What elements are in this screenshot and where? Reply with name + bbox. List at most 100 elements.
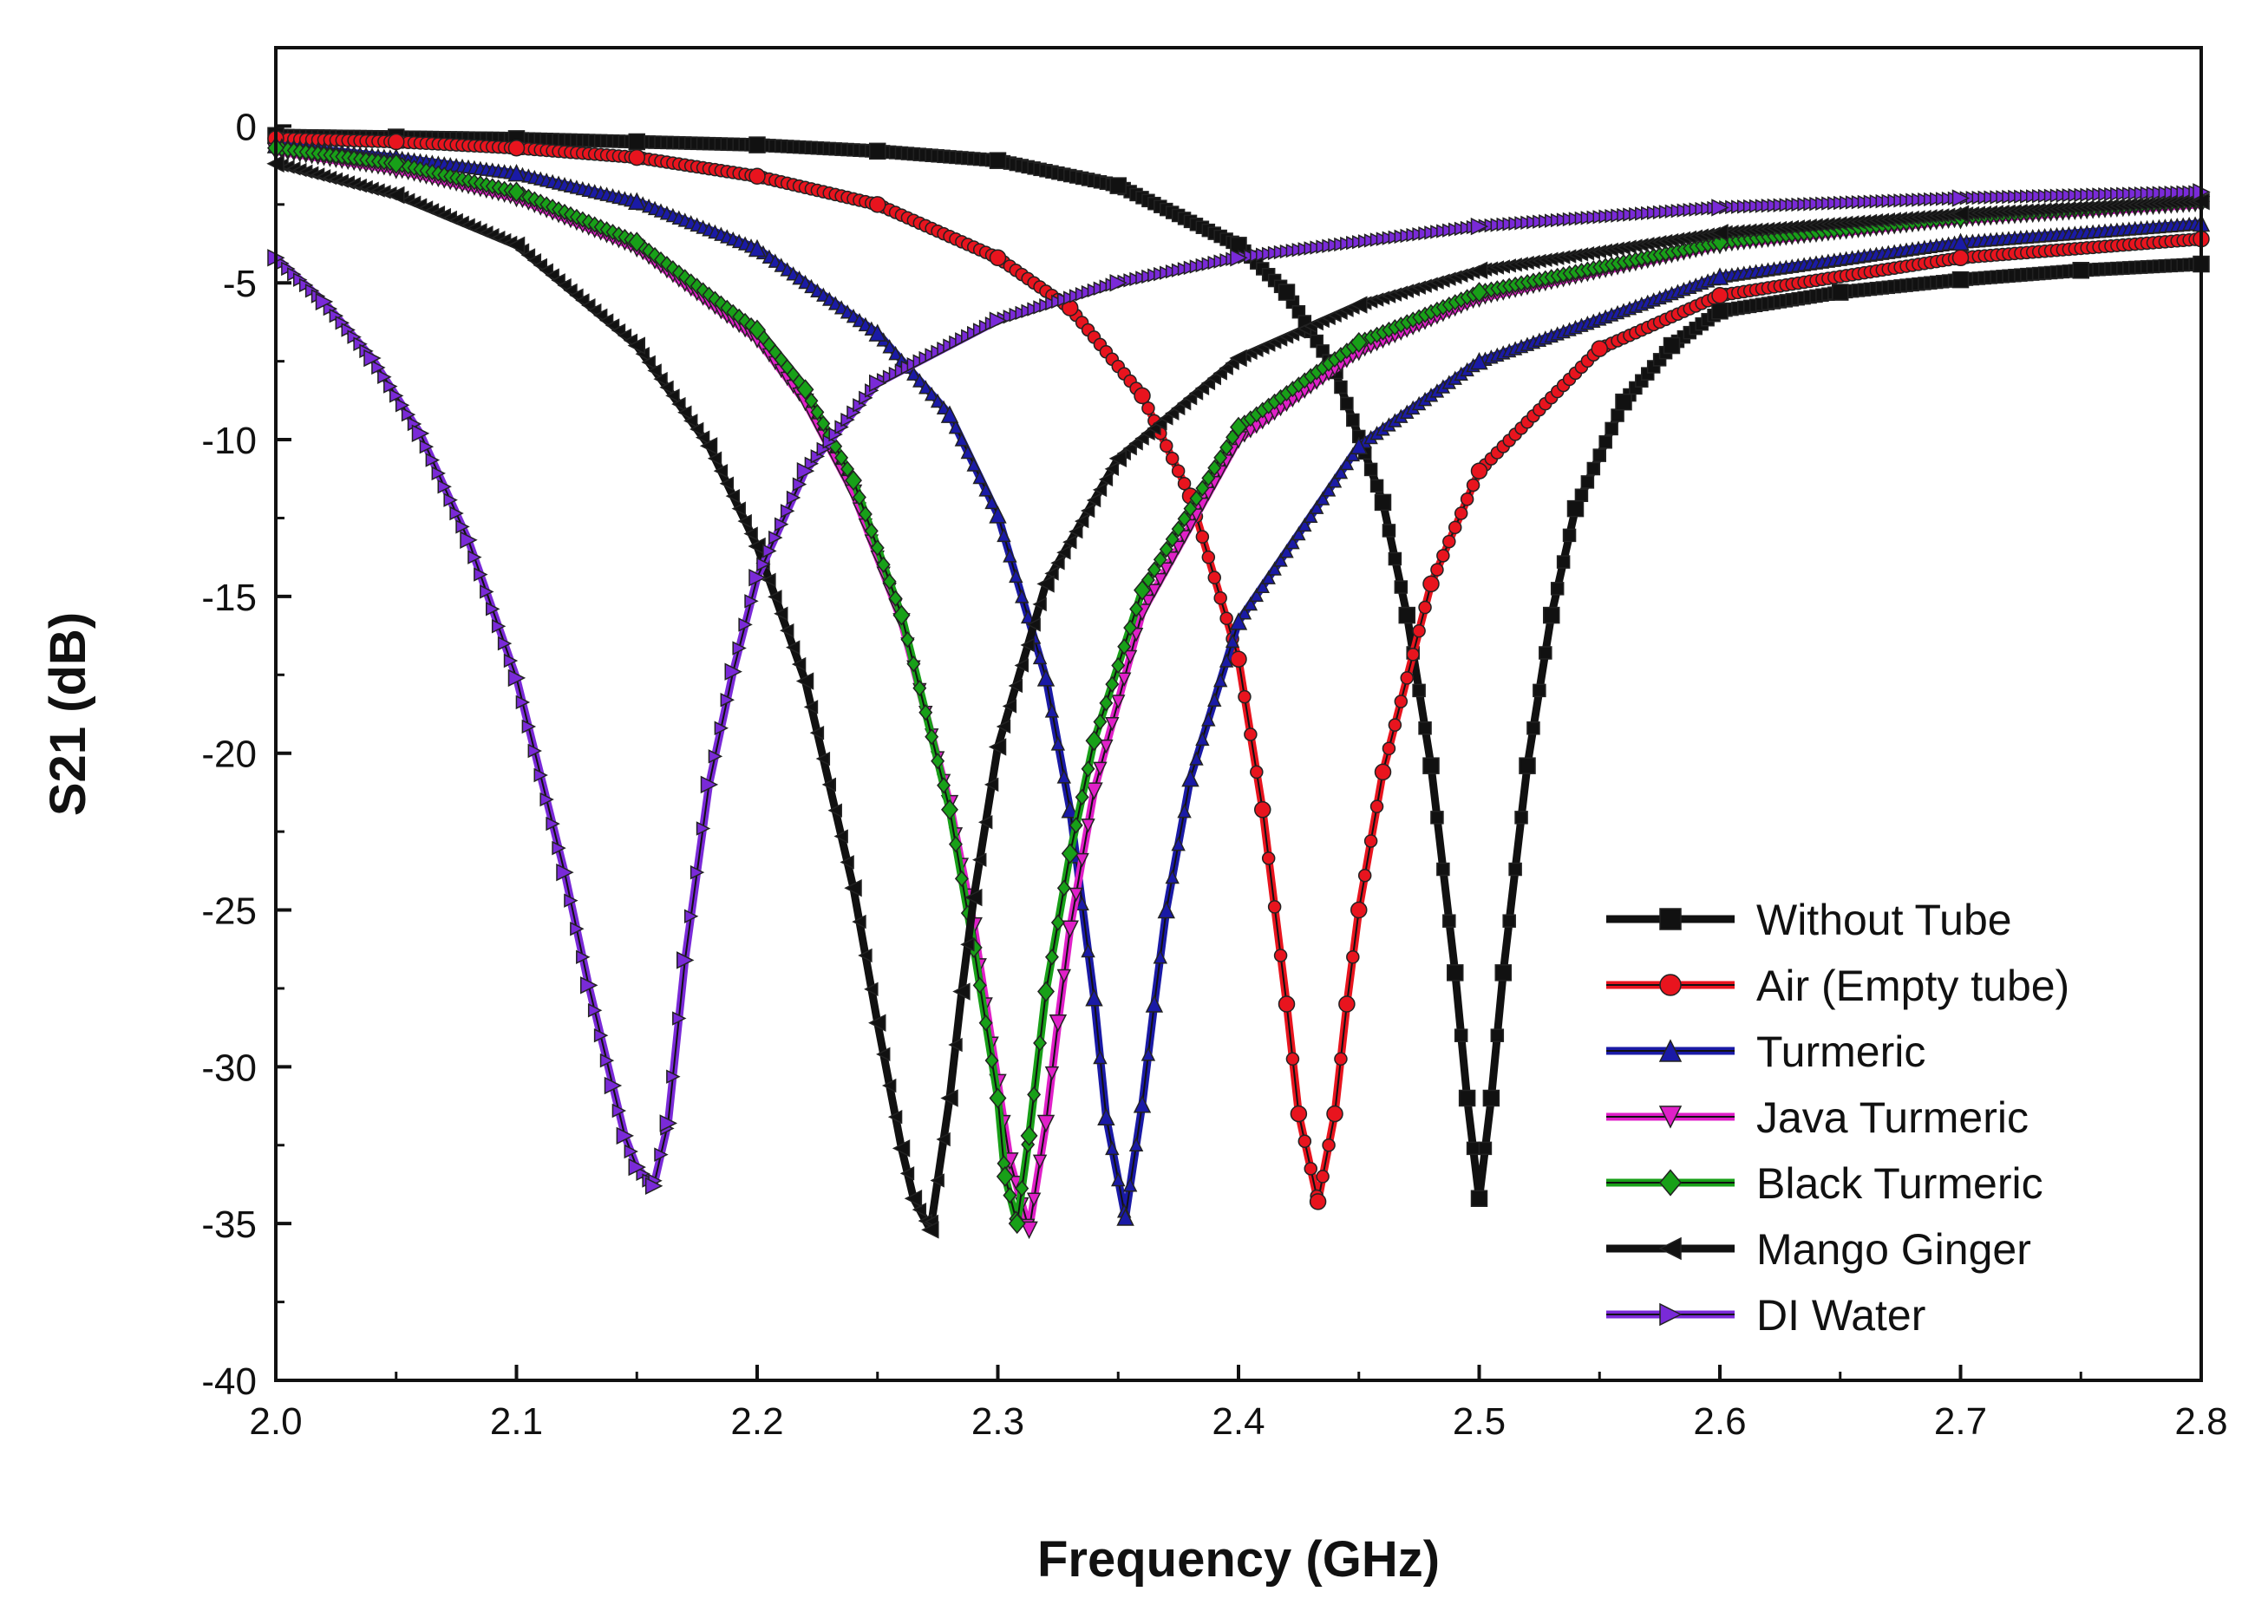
series-point <box>1388 718 1402 732</box>
series-point <box>1056 879 1071 897</box>
series-point <box>774 606 788 621</box>
data-point <box>1398 606 1415 624</box>
series-point <box>743 526 758 541</box>
data-point <box>1134 387 1151 405</box>
series-point <box>1117 638 1132 655</box>
data-point <box>1663 336 1681 355</box>
series-point <box>1195 479 1210 497</box>
legend-item: Java Turmeric <box>1606 1093 2029 1142</box>
series-point <box>1122 1177 1138 1192</box>
series-point <box>1159 541 1173 558</box>
series-point <box>654 1147 669 1162</box>
series-point <box>1002 699 1017 714</box>
series-point <box>1032 649 1048 665</box>
series-point <box>881 1078 897 1093</box>
data-point <box>904 1190 923 1208</box>
series-point <box>1490 1028 1505 1042</box>
data-point <box>628 192 646 210</box>
series-point <box>1050 556 1065 571</box>
series-point <box>1099 695 1114 712</box>
series-point <box>1044 703 1060 718</box>
series-point <box>666 1069 681 1084</box>
series-point <box>480 584 494 599</box>
series-point <box>1327 473 1343 488</box>
series-point <box>1105 1140 1120 1156</box>
series-point <box>852 488 866 506</box>
series-point <box>1309 499 1324 514</box>
series-point <box>1430 563 1444 577</box>
data-point <box>1181 768 1199 787</box>
series-point <box>1267 561 1282 576</box>
series-point <box>533 767 548 783</box>
series-point <box>677 269 692 286</box>
series-point <box>1159 562 1173 577</box>
legend-marker <box>1658 1105 1683 1129</box>
series-point <box>1244 727 1258 741</box>
series-point <box>864 982 879 997</box>
series-point <box>858 505 873 523</box>
series-point <box>1105 675 1120 693</box>
data-point <box>1470 351 1488 370</box>
series-point <box>653 371 668 387</box>
series-air-empty-tube <box>267 130 2210 1210</box>
data-point <box>1422 575 1440 593</box>
series-point <box>1580 475 1595 489</box>
data-point <box>1133 1095 1152 1113</box>
legend-marker <box>1659 908 1682 930</box>
legend-item: Without Tube <box>1606 896 2012 944</box>
series-point <box>1032 1154 1048 1170</box>
series-point <box>455 519 470 534</box>
data-point <box>616 1126 635 1145</box>
series-point <box>1171 540 1186 556</box>
series-point <box>1574 488 1589 503</box>
series-point <box>1147 561 1161 578</box>
series-point <box>912 373 927 388</box>
series-point <box>864 522 879 539</box>
series-point <box>1267 900 1282 914</box>
data-point <box>1061 843 1079 864</box>
data-point <box>2072 262 2089 279</box>
series-point <box>1207 571 1221 584</box>
series-point <box>1346 950 1360 964</box>
data-point <box>748 167 766 186</box>
data-point <box>1951 232 1970 251</box>
series-point <box>1026 617 1041 632</box>
series-di-water <box>267 183 2211 1195</box>
data-point <box>724 662 742 681</box>
series-point <box>1009 568 1023 584</box>
series-point <box>803 700 819 714</box>
y-axis-title: S21 (dB) <box>40 612 96 816</box>
data-point <box>1020 1125 1038 1146</box>
series-point <box>1369 799 1384 813</box>
data-point <box>1350 436 1368 455</box>
data-point <box>387 186 405 205</box>
series-point <box>996 719 1011 734</box>
data-point <box>1036 669 1056 687</box>
data-point <box>363 349 382 368</box>
data-point <box>1543 606 1560 624</box>
series-point <box>611 1103 627 1119</box>
data-point <box>1710 267 1729 285</box>
series-point <box>792 477 807 492</box>
series-point <box>978 482 993 497</box>
data-point <box>1494 964 1512 982</box>
series-point <box>1219 611 1233 625</box>
data-point <box>1278 284 1296 301</box>
series-point <box>720 693 735 708</box>
legend-item: Air (Empty tube) <box>1606 962 2069 1010</box>
data-point <box>1109 177 1127 194</box>
data-point <box>1951 189 1971 207</box>
series-point <box>1237 605 1252 620</box>
series-point <box>906 366 921 381</box>
series-point <box>1508 862 1522 877</box>
series-point <box>1081 760 1095 778</box>
series-point <box>672 1011 687 1026</box>
series-point <box>695 430 710 445</box>
data-point <box>460 531 478 549</box>
series-point <box>1382 524 1396 538</box>
series-point <box>780 504 795 519</box>
series-point <box>1104 461 1120 477</box>
series-point <box>659 380 674 395</box>
series-point <box>1195 731 1210 747</box>
legend-item: Mango Ginger <box>1606 1225 2031 1274</box>
